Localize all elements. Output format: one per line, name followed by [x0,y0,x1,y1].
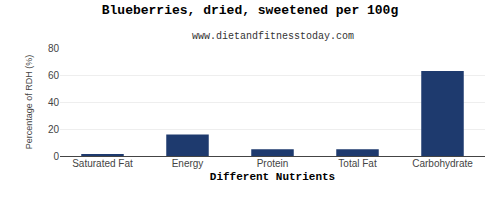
svg-text:Energy: Energy [172,158,204,169]
svg-text:Total Fat: Total Fat [338,158,377,169]
svg-text:Percentage of RDH (%): Percentage of RDH (%) [24,55,34,150]
svg-text:0: 0 [53,151,59,162]
svg-text:20: 20 [48,124,60,135]
svg-text:Carbohydrate: Carbohydrate [412,158,473,169]
svg-text:60: 60 [48,70,60,81]
svg-text:Different Nutrients: Different Nutrients [210,171,335,183]
svg-text:80: 80 [48,43,60,54]
svg-text:www.dietandfitnesstoday.com: www.dietandfitnesstoday.com [192,31,354,42]
svg-text:Blueberries, dried, sweetened: Blueberries, dried, sweetened per 100g [102,3,399,18]
svg-text:Protein: Protein [257,158,289,169]
svg-text:Saturated Fat: Saturated Fat [72,158,133,169]
svg-text:40: 40 [48,97,60,108]
